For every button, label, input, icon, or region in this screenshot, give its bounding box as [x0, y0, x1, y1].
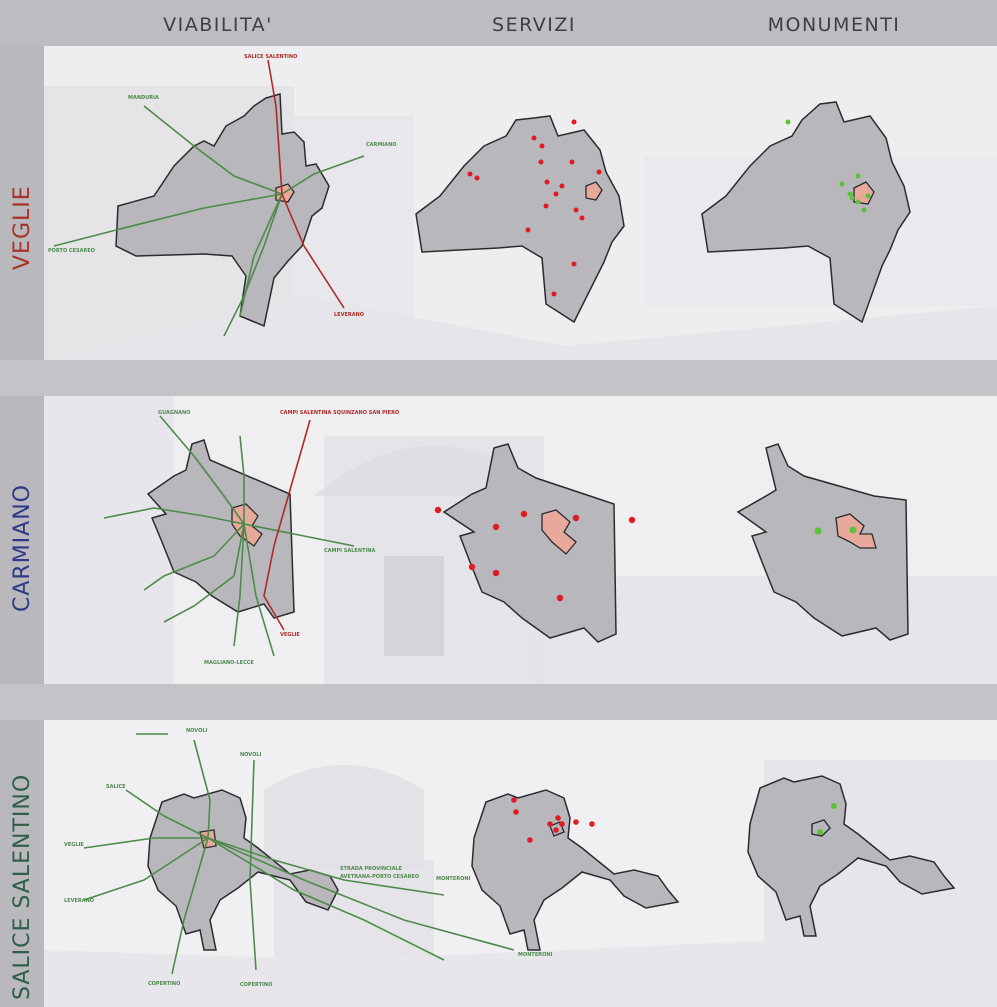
- row-sidebar-veglie: [0, 46, 44, 360]
- veglie-monuments-map: [701, 101, 911, 324]
- carmiano-state-road: [263, 419, 311, 631]
- road-label: GUAGNANO: [158, 410, 190, 416]
- carmiano-viability-map: CAMPI SALENTINA SQUINZANO SAN PIERO GUAG…: [103, 410, 399, 666]
- row-sidebar-carmiano: [0, 396, 44, 684]
- road-label: LEVERANO: [334, 312, 364, 318]
- monument-markers: [814, 526, 857, 535]
- road-label: LEVERANO: [64, 898, 94, 904]
- carmiano-services-map: [434, 443, 636, 643]
- monument-markers: [785, 119, 871, 213]
- veglie-provincial-roads: [53, 105, 365, 337]
- road-label: CAMPI SALENTINA SQUINZANO SAN PIERO: [280, 410, 399, 416]
- column-title-monumenti: MONUMENTI: [767, 14, 901, 36]
- road-label: NOVOLI: [186, 728, 208, 734]
- column-title-viabilita: VIABILITA': [163, 14, 273, 36]
- road-label: NOVOLI: [240, 752, 262, 758]
- road-label: MONTERONI: [518, 952, 553, 958]
- salice-monuments-map: [747, 775, 956, 937]
- road-label: PORTO CESAREO: [48, 248, 95, 254]
- road-label: CARMIANO: [366, 142, 397, 148]
- panel-veglie: SALICE SALENTINO MANDURIA CARMIANO PORTO…: [44, 46, 997, 360]
- monument-markers: [817, 803, 837, 835]
- row-sidebar-salice: [0, 720, 44, 1007]
- column-title-servizi: SERVIZI: [492, 14, 576, 36]
- carmiano-provincial-roads: [103, 415, 355, 657]
- panel-salice-salentino: NOVOLI NOVOLI SALICE VEGLIE LEVERANO COP…: [44, 720, 997, 1007]
- veglie-viability-map: SALICE SALENTINO MANDURIA CARMIANO PORTO…: [48, 54, 397, 337]
- road-label: AVETRANA-PORTO CESAREO: [340, 874, 419, 880]
- salice-viability-map: NOVOLI NOVOLI SALICE VEGLIE LEVERANO COP…: [64, 728, 553, 988]
- service-markers: [511, 797, 595, 843]
- service-markers: [434, 506, 636, 602]
- row-label-carmiano: CARMIANO: [10, 484, 35, 612]
- carmiano-monuments-map: [736, 443, 909, 641]
- veglie-state-road: [267, 59, 345, 309]
- road-label: MANDURIA: [128, 95, 159, 101]
- row-separator: [0, 684, 997, 720]
- row-label-veglie: VEGLIE: [10, 185, 35, 270]
- road-label: MAGLIANO-LECCE: [204, 660, 254, 666]
- service-markers: [467, 119, 602, 297]
- road-label: CAMPI SALENTINA: [324, 548, 375, 554]
- road-label: VEGLIE: [64, 842, 84, 848]
- salice-provincial-roads: [83, 733, 515, 975]
- salice-services-map: [471, 789, 680, 951]
- road-label: COPERTINO: [148, 981, 180, 987]
- row-label-salice-salentino: SALICE SALENTINO: [10, 773, 35, 1000]
- road-label: MONTERONI: [436, 876, 471, 882]
- panel-carmiano: CAMPI SALENTINA SQUINZANO SAN PIERO GUAG…: [44, 396, 997, 684]
- column-header-bar: VIABILITA' SERVIZI MONUMENTI: [0, 0, 997, 46]
- road-label: COPERTINO: [240, 982, 272, 988]
- road-label: SALICE SALENTINO: [244, 54, 297, 60]
- row-separator: [0, 360, 997, 396]
- veglie-services-map: [415, 115, 625, 324]
- road-label: SALICE: [106, 784, 126, 790]
- road-label: VEGLIE: [280, 632, 300, 638]
- road-label: STRADA PROVINCIALE: [340, 866, 403, 872]
